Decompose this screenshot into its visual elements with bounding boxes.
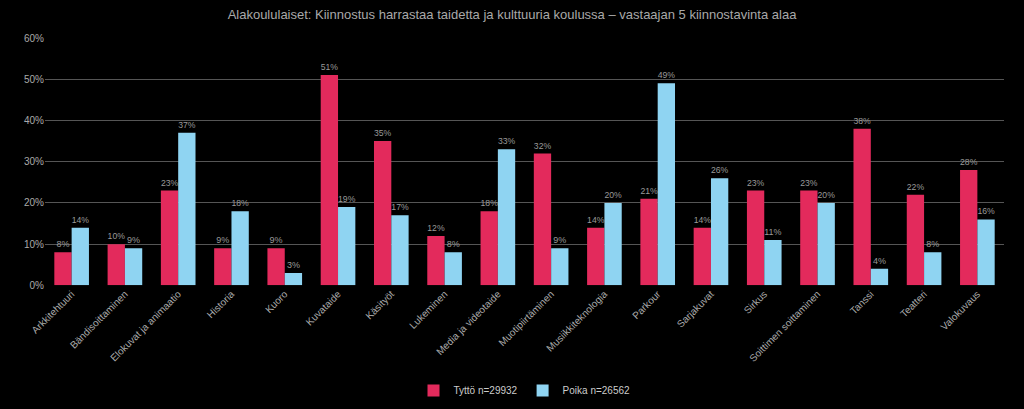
svg-text:60%: 60% (24, 33, 44, 44)
svg-text:Tanssi: Tanssi (848, 289, 876, 317)
svg-text:20%: 20% (24, 197, 44, 208)
svg-text:Valokuvaus: Valokuvaus (938, 289, 982, 333)
svg-text:51%: 51% (321, 62, 339, 72)
svg-text:10%: 10% (24, 239, 44, 250)
svg-text:Musiikkiteknologia: Musiikkiteknologia (544, 288, 609, 353)
svg-text:16%: 16% (977, 206, 995, 216)
svg-text:49%: 49% (658, 70, 676, 80)
svg-text:18%: 18% (231, 198, 249, 208)
svg-text:9%: 9% (270, 235, 283, 245)
svg-text:Muotipiirtäminen: Muotipiirtäminen (496, 289, 556, 349)
svg-text:9%: 9% (553, 235, 566, 245)
svg-text:11%: 11% (764, 227, 781, 237)
svg-text:26%: 26% (711, 165, 729, 175)
svg-text:Kuoro: Kuoro (263, 288, 290, 315)
svg-text:Tyttö n=29932: Tyttö n=29932 (454, 385, 518, 396)
svg-text:Sirkus: Sirkus (742, 289, 769, 316)
svg-text:14%: 14% (587, 215, 605, 225)
svg-text:Kuvataide: Kuvataide (304, 288, 344, 328)
svg-text:Poika n=26562: Poika n=26562 (563, 385, 630, 396)
svg-text:23%: 23% (747, 178, 765, 188)
svg-text:3%: 3% (287, 260, 300, 270)
svg-text:0%: 0% (30, 280, 45, 291)
svg-text:Media ja videotaide: Media ja videotaide (434, 288, 503, 357)
svg-text:37%: 37% (178, 120, 196, 130)
svg-text:50%: 50% (24, 74, 44, 85)
svg-text:Alakoululaiset: Kiinnostus har: Alakoululaiset: Kiinnostus harrastaa tai… (228, 7, 798, 22)
svg-text:32%: 32% (534, 141, 552, 151)
svg-text:Sarjakuvat: Sarjakuvat (675, 288, 716, 329)
svg-text:19%: 19% (338, 194, 356, 204)
svg-text:35%: 35% (374, 128, 392, 138)
svg-text:9%: 9% (127, 235, 140, 245)
svg-text:10%: 10% (108, 231, 126, 241)
svg-text:22%: 22% (907, 182, 925, 192)
svg-text:18%: 18% (481, 198, 499, 208)
svg-text:Elokuvat ja animaatio: Elokuvat ja animaatio (108, 288, 183, 363)
svg-text:Teatteri: Teatteri (898, 289, 929, 320)
svg-text:23%: 23% (800, 178, 818, 188)
svg-text:12%: 12% (427, 223, 445, 233)
svg-text:33%: 33% (498, 136, 516, 146)
svg-text:Bändisoittaminen: Bändisoittaminen (68, 289, 130, 351)
svg-text:38%: 38% (854, 116, 872, 126)
svg-text:Soittimen soittaminen: Soittimen soittaminen (747, 289, 822, 364)
svg-text:17%: 17% (391, 202, 409, 212)
svg-text:28%: 28% (960, 157, 978, 167)
svg-text:Historia: Historia (205, 288, 237, 320)
svg-text:14%: 14% (694, 215, 712, 225)
svg-text:21%: 21% (640, 186, 658, 196)
svg-text:14%: 14% (72, 215, 90, 225)
svg-text:Parkour: Parkour (630, 288, 663, 321)
svg-text:20%: 20% (818, 190, 836, 200)
svg-text:Käsityöt: Käsityöt (363, 288, 396, 321)
svg-text:8%: 8% (926, 239, 939, 249)
svg-text:4%: 4% (873, 256, 886, 266)
svg-text:40%: 40% (24, 115, 44, 126)
svg-text:8%: 8% (447, 239, 460, 249)
svg-text:23%: 23% (161, 178, 179, 188)
svg-text:30%: 30% (24, 156, 44, 167)
svg-text:Lukeminen: Lukeminen (407, 289, 449, 331)
svg-text:Arkkitehtuuri: Arkkitehtuuri (30, 289, 77, 336)
svg-text:20%: 20% (604, 190, 622, 200)
svg-text:9%: 9% (216, 235, 229, 245)
svg-text:8%: 8% (56, 239, 69, 249)
